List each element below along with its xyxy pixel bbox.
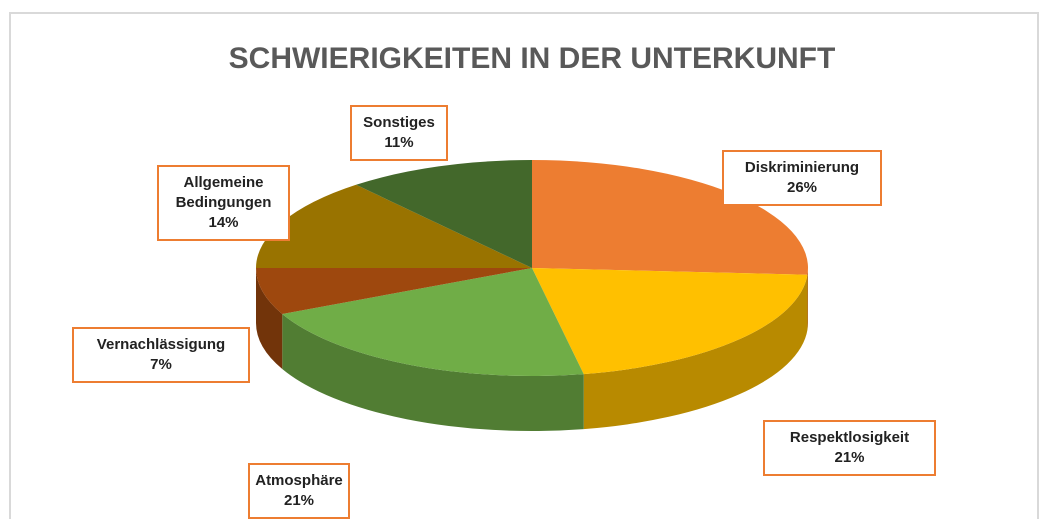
- data-label: Respektlosigkeit 21%: [763, 420, 936, 476]
- data-label: Allgemeine Bedingungen 14%: [157, 165, 290, 241]
- pie-slice: [532, 160, 809, 275]
- pie-slice: [356, 160, 532, 268]
- pie-slice-side: [583, 274, 808, 430]
- category-label: Respektlosigkeit: [789, 429, 910, 446]
- data-label: Atmosphäre 21%: [248, 463, 350, 519]
- pie-slice: [282, 268, 584, 377]
- data-label: Vernachlässigung 7%: [72, 327, 250, 383]
- category-label: Allgemeine Bedingungen: [175, 174, 272, 211]
- data-label: Sonstiges 11%: [350, 105, 448, 161]
- value-label: 26%: [786, 179, 818, 196]
- value-label: 14%: [208, 214, 239, 231]
- category-label: Vernachlässigung: [96, 336, 226, 353]
- data-label: Diskriminierung 26%: [722, 150, 882, 206]
- pie-slice: [256, 268, 532, 314]
- pie-slice-side: [282, 313, 584, 431]
- chart-title: SCHWIERIGKEITEN IN DER UNTERKUNFT: [229, 42, 836, 75]
- pie-slice: [256, 184, 532, 268]
- pie-slice-side: [807, 268, 808, 330]
- category-label: Sonstiges: [363, 114, 435, 131]
- value-label: 21%: [283, 492, 315, 509]
- value-label: 11%: [384, 134, 414, 151]
- chart-frame: [9, 12, 1039, 519]
- pie-slice-side: [256, 268, 283, 369]
- category-label: Atmosphäre: [255, 472, 343, 489]
- value-label: 21%: [834, 449, 865, 466]
- category-label: Diskriminierung: [744, 159, 860, 176]
- value-label: 7%: [150, 356, 172, 373]
- pie-slice: [532, 268, 808, 375]
